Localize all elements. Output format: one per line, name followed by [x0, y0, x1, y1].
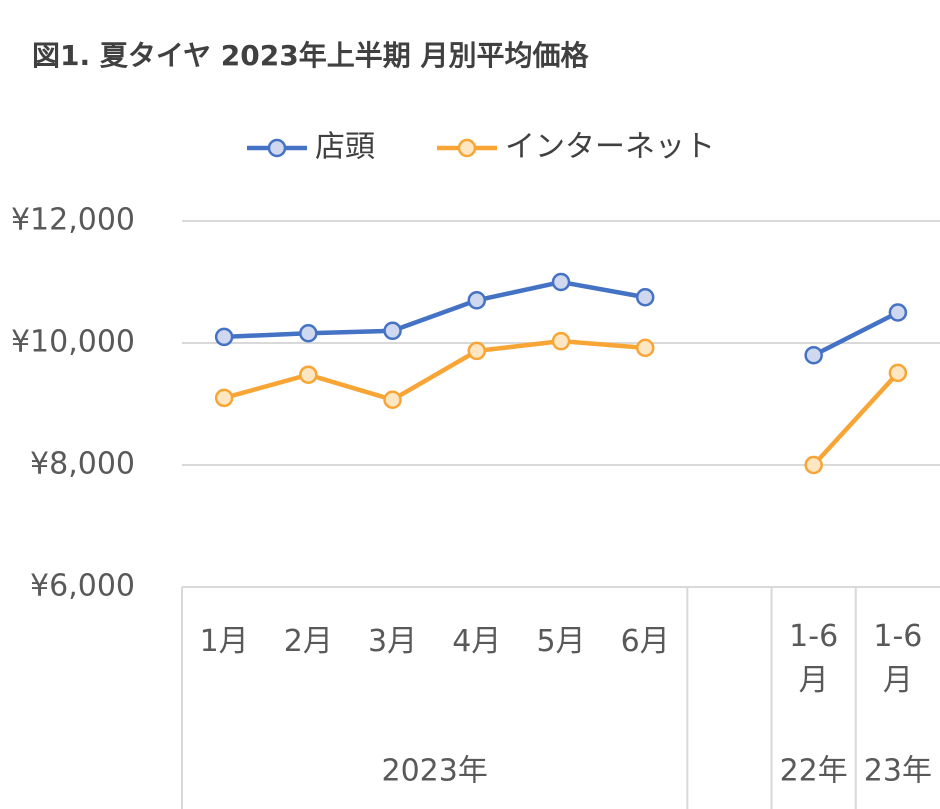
x-tick-label: 1月 — [199, 624, 249, 659]
y-tick-label: ¥8,000 — [30, 447, 135, 482]
marker — [635, 288, 655, 307]
marker — [383, 390, 402, 409]
marker — [383, 321, 402, 341]
marker — [635, 338, 655, 358]
legend-label: 店頭 — [315, 130, 375, 165]
marker — [551, 272, 571, 292]
marker — [888, 303, 908, 322]
x-tick-label: 2月 — [283, 624, 333, 659]
x-tick-label: 3月 — [368, 624, 418, 659]
x-tick-label: 4月 — [452, 624, 502, 659]
x-tick-label: 6月 — [620, 624, 670, 659]
marker — [467, 341, 487, 361]
x-tick-label: 1-6月 — [873, 619, 923, 698]
legend-label: インターネット — [505, 130, 715, 165]
marker — [467, 291, 487, 310]
legend-marker — [457, 138, 477, 158]
chart-title: 図1. 夏タイヤ 2023年上半期 月別平均価格 — [32, 39, 589, 72]
x-tick-label: 5月 — [536, 624, 586, 659]
series-line — [224, 279, 899, 358]
marker — [888, 363, 908, 383]
legend-marker — [267, 138, 287, 158]
x-tick-label: 1-6月 — [789, 619, 839, 698]
marker — [299, 365, 318, 384]
marker — [214, 327, 234, 347]
marker — [551, 331, 571, 351]
marker — [299, 323, 318, 343]
y-tick-label: ¥6,000 — [30, 569, 135, 604]
marker — [804, 345, 823, 365]
marker — [214, 388, 234, 408]
y-tick-label: ¥12,000 — [11, 203, 135, 238]
marker — [804, 455, 823, 475]
group-label: 2023年 — [381, 754, 487, 789]
series-line — [223, 338, 900, 467]
group-label: 22年 — [780, 754, 848, 789]
group-label: 23年 — [864, 754, 932, 789]
y-tick-label: ¥10,000 — [11, 325, 135, 360]
